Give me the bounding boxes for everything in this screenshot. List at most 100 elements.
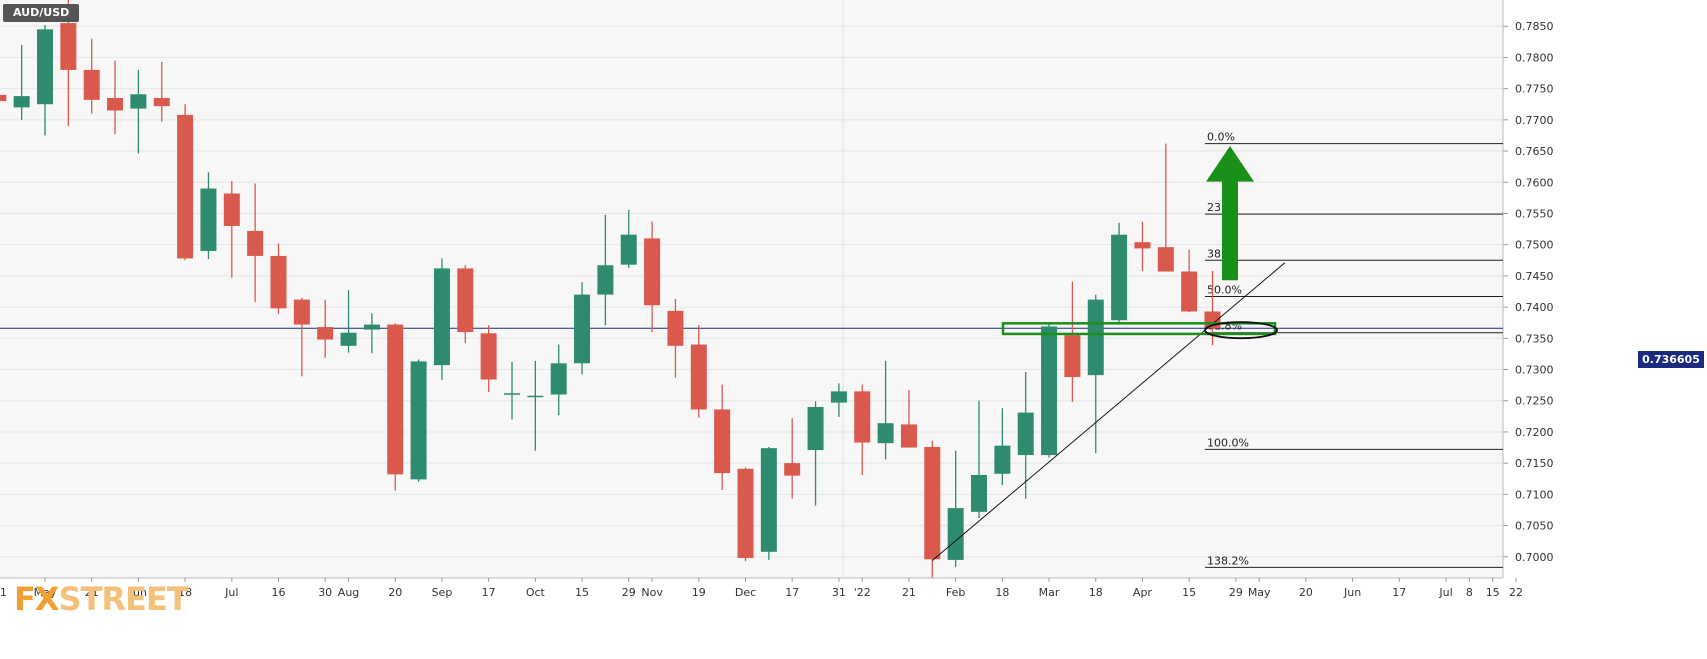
candle-down	[900, 424, 917, 448]
y-tick-label: 0.7650	[1515, 145, 1554, 158]
candle-down	[270, 255, 287, 309]
trendline	[931, 262, 1286, 561]
fib-level-label: 50.0%	[1207, 283, 1242, 296]
y-tick-label: 0.7250	[1515, 395, 1554, 408]
target-ellipse	[1204, 321, 1278, 340]
candle-down	[480, 333, 497, 380]
x-tick-label: 29	[1229, 586, 1243, 599]
x-tick-label: Jul	[224, 586, 238, 599]
x-tick-label: 29	[622, 586, 636, 599]
candle-up	[200, 188, 217, 251]
x-tick-label: 16	[272, 586, 286, 599]
candle-down	[1064, 335, 1081, 378]
y-tick-label: 0.7000	[1515, 551, 1554, 564]
symbol-badge: AUD/USD	[3, 4, 80, 22]
y-tick-label: 0.7550	[1515, 207, 1554, 220]
candle-down	[387, 324, 404, 475]
support-zone-box	[1001, 322, 1277, 336]
candle-up	[37, 29, 53, 105]
candle-down	[737, 468, 754, 559]
candle-down	[107, 97, 124, 111]
x-tick-label: 18	[995, 586, 1009, 599]
fib-level-label: 138.2%	[1207, 554, 1249, 567]
y-tick-label: 0.7700	[1515, 114, 1554, 127]
candle-down	[83, 69, 100, 100]
x-tick-label: Apr	[1133, 586, 1153, 599]
candle-down	[223, 193, 240, 226]
x-tick-label: 15	[1182, 586, 1196, 599]
candle-down	[60, 23, 77, 70]
x-tick-label: 15	[575, 586, 589, 599]
x-tick-label: Mar	[1039, 586, 1060, 599]
candle-up	[1087, 299, 1104, 376]
x-tick-label: Sep	[432, 586, 453, 599]
y-tick-label: 0.7850	[1515, 20, 1554, 33]
candle-down	[667, 310, 684, 346]
x-tick-label: 18	[178, 586, 192, 599]
logo-fx: FX	[14, 580, 60, 618]
candle-up	[620, 234, 637, 265]
x-tick-label: Nov	[641, 586, 663, 599]
x-tick-label: May	[34, 586, 57, 599]
y-tick-label: 0.7500	[1515, 239, 1554, 252]
y-tick-label: 0.7050	[1515, 520, 1554, 533]
candle-down	[153, 97, 170, 107]
fxstreet-logo: FXSTREET	[14, 580, 189, 618]
y-tick-label: 0.7600	[1515, 176, 1554, 189]
candle-down	[644, 238, 661, 306]
candle-down	[293, 299, 310, 325]
candle-up	[130, 94, 147, 109]
candle-up	[550, 363, 567, 395]
candle-down	[317, 327, 334, 340]
x-tick-label: Jun	[1343, 586, 1361, 599]
up-arrow-shaft	[1222, 181, 1238, 281]
x-tick-label: 21	[85, 586, 99, 599]
candle-down	[1134, 242, 1151, 249]
x-tick-label: '21	[0, 586, 7, 599]
candle-down	[854, 391, 871, 443]
x-tick-label: 31	[832, 586, 846, 599]
up-arrow-head	[1206, 146, 1254, 182]
candle-up	[597, 265, 614, 295]
candle-up	[410, 361, 427, 480]
x-tick-label: 30	[318, 586, 332, 599]
x-tick-label: 15	[1486, 586, 1500, 599]
x-tick-label: '22	[854, 586, 871, 599]
candle-up	[877, 423, 894, 444]
fib-level-label: 100.0%	[1207, 436, 1249, 449]
fib-level-label: 23.	[1207, 201, 1225, 214]
candle-up	[527, 395, 544, 398]
candle-down	[457, 268, 474, 333]
candle-up	[574, 294, 591, 364]
candle-up	[994, 445, 1011, 474]
y-tick-label: 0.7350	[1515, 332, 1554, 345]
candle-up	[504, 393, 520, 395]
candle-down	[714, 409, 731, 474]
candle-down	[247, 230, 264, 256]
y-tick-label: 0.7750	[1515, 83, 1554, 96]
candle-down	[1181, 271, 1198, 312]
x-tick-label: Aug	[338, 586, 359, 599]
candle-up	[971, 475, 987, 512]
candle-up	[807, 406, 824, 451]
x-tick-label: 17	[482, 586, 496, 599]
candle-down	[690, 344, 707, 410]
x-tick-label: 8	[1466, 586, 1473, 599]
x-tick-label: 18	[1089, 586, 1103, 599]
fib-level-label: 0.0%	[1207, 131, 1235, 144]
x-tick-label: Jun	[129, 586, 147, 599]
current-price-tag: 0.736605	[1638, 351, 1704, 368]
x-tick-label: 17	[1392, 586, 1406, 599]
candle-up	[340, 332, 357, 346]
candle-up	[947, 508, 964, 560]
x-tick-label: 21	[902, 586, 916, 599]
x-tick-label: May	[1248, 586, 1271, 599]
x-tick-label: 17	[785, 586, 799, 599]
y-tick-label: 0.7300	[1515, 364, 1554, 377]
candle-up	[363, 324, 380, 330]
candle-down	[177, 114, 194, 259]
x-tick-label: Oct	[526, 586, 546, 599]
y-tick-label: 0.7450	[1515, 270, 1554, 283]
y-tick-label: 0.7400	[1515, 301, 1554, 314]
